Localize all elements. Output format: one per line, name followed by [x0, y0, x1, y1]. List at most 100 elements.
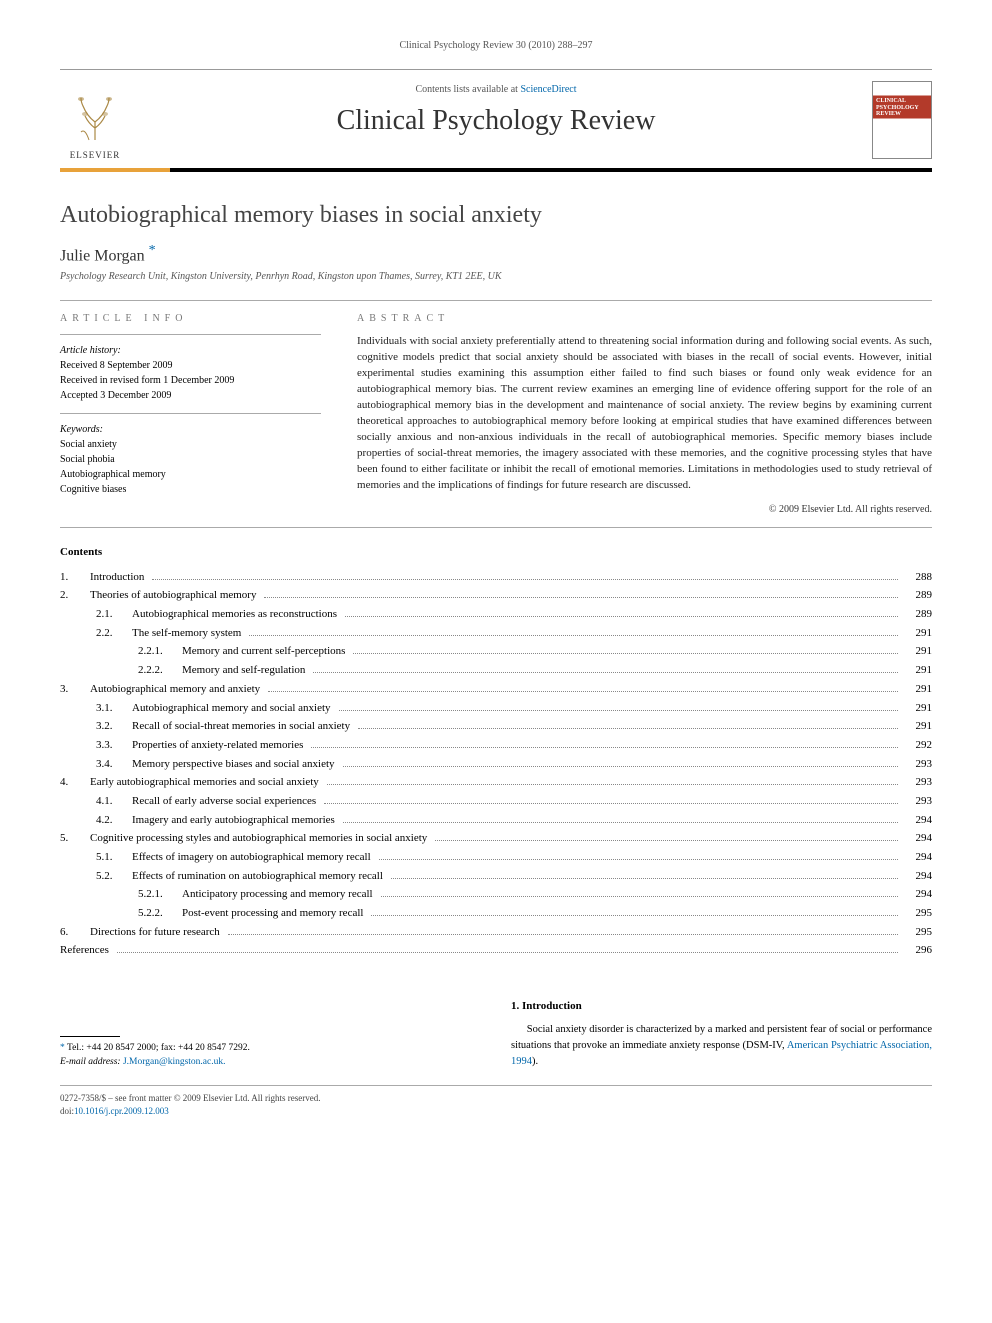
- orange-accent-bar: [60, 168, 170, 172]
- toc-dot-leader: [313, 664, 898, 673]
- toc-page: 289: [902, 605, 932, 624]
- toc-label: Effects of imagery on autobiographical m…: [132, 848, 375, 867]
- toc-page: 291: [902, 699, 932, 718]
- toc-number: 3.4.: [96, 755, 132, 774]
- toc-number: 3.3.: [96, 736, 132, 755]
- toc-row: 4.1.Recall of early adverse social exper…: [60, 792, 932, 811]
- toc-row: 5.Cognitive processing styles and autobi…: [60, 829, 932, 848]
- toc-page: 292: [902, 736, 932, 755]
- elsevier-logo: ELSEVIER: [60, 80, 130, 160]
- toc-number: 2.2.1.: [138, 642, 182, 661]
- correspondence-block: * Tel.: +44 20 8547 2000; fax: +44 20 85…: [60, 1041, 481, 1070]
- toc-dot-leader: [343, 814, 898, 823]
- toc-number: 4.2.: [96, 811, 132, 830]
- article-history-block: Article history: Received 8 September 20…: [60, 334, 321, 403]
- affiliation: Psychology Research Unit, Kingston Unive…: [60, 271, 932, 282]
- toc-number: 5.: [60, 829, 90, 848]
- toc-page: 295: [902, 904, 932, 923]
- keywords-block: Keywords: Social anxiety Social phobia A…: [60, 413, 321, 497]
- toc-label: Properties of anxiety-related memories: [132, 736, 307, 755]
- toc-row: 3.2.Recall of social-threat memories in …: [60, 717, 932, 736]
- toc-label: The self-memory system: [132, 624, 245, 643]
- toc-dot-leader: [228, 926, 898, 935]
- copyright-line: © 2009 Elsevier Ltd. All rights reserved…: [357, 504, 932, 515]
- toc-number: 3.2.: [96, 717, 132, 736]
- toc-label: Imagery and early autobiographical memor…: [132, 811, 339, 830]
- abstract-heading: abstract: [357, 313, 932, 324]
- toc-page: 294: [902, 811, 932, 830]
- toc-page: 294: [902, 885, 932, 904]
- toc-number: 3.: [60, 680, 90, 699]
- corresponding-marker: *: [149, 243, 156, 258]
- info-abstract-row: article info Article history: Received 8…: [60, 301, 932, 527]
- sciencedirect-link[interactable]: ScienceDirect: [520, 84, 576, 95]
- corr-ast-icon: *: [60, 1043, 65, 1053]
- toc-page: 291: [902, 624, 932, 643]
- toc-page: 293: [902, 773, 932, 792]
- toc-number: 5.1.: [96, 848, 132, 867]
- toc-number: 2.: [60, 586, 90, 605]
- toc-row: 2.2.1.Memory and current self-perception…: [60, 642, 932, 661]
- footer-block: 0272-7358/$ – see front matter © 2009 El…: [60, 1085, 932, 1117]
- intro-text-post: ).: [532, 1056, 538, 1067]
- toc-label: Theories of autobiographical memory: [90, 586, 260, 605]
- publisher-name: ELSEVIER: [70, 150, 121, 160]
- cover-title: CLINICAL PSYCHOLOGY REVIEW: [876, 98, 928, 118]
- toc-label: Memory and current self-perceptions: [182, 642, 349, 661]
- keyword: Cognitive biases: [60, 482, 321, 497]
- toc-page: 288: [902, 568, 932, 587]
- abstract-text: Individuals with social anxiety preferen…: [357, 334, 932, 493]
- toc-page: 296: [902, 941, 932, 960]
- toc-label: Cognitive processing styles and autobiog…: [90, 829, 431, 848]
- toc-number: 5.2.: [96, 867, 132, 886]
- contents-heading: Contents: [60, 546, 932, 558]
- corr-email-link[interactable]: J.Morgan@kingston.ac.uk.: [123, 1057, 226, 1067]
- intro-paragraph: Social anxiety disorder is characterized…: [511, 1022, 932, 1069]
- toc-number: 5.2.2.: [138, 904, 182, 923]
- intro-column: 1. Introduction Social anxiety disorder …: [511, 1000, 932, 1069]
- toc-label: Memory and self-regulation: [182, 661, 309, 680]
- toc-label: Directions for future research: [90, 923, 224, 942]
- contents-prefix: Contents lists available at: [415, 84, 520, 95]
- toc-label: Early autobiographical memories and soci…: [90, 773, 323, 792]
- toc-label: Recall of early adverse social experienc…: [132, 792, 320, 811]
- email-label: E-mail address:: [60, 1057, 121, 1067]
- toc-row: 5.2.1.Anticipatory processing and memory…: [60, 885, 932, 904]
- keyword: Autobiographical memory: [60, 467, 321, 482]
- toc-number: 3.1.: [96, 699, 132, 718]
- front-matter-line: 0272-7358/$ – see front matter © 2009 El…: [60, 1092, 932, 1105]
- toc-page: 291: [902, 680, 932, 699]
- toc-dot-leader: [249, 627, 898, 636]
- toc-page: 289: [902, 586, 932, 605]
- corr-tel: Tel.: +44 20 8547 2000; fax: +44 20 8547…: [67, 1043, 250, 1053]
- toc-row: 3.4.Memory perspective biases and social…: [60, 755, 932, 774]
- toc-page: 291: [902, 717, 932, 736]
- toc-row: 4.2.Imagery and early autobiographical m…: [60, 811, 932, 830]
- toc-label: Introduction: [90, 568, 148, 587]
- running-head: Clinical Psychology Review 30 (2010) 288…: [60, 40, 932, 51]
- toc-dot-leader: [152, 571, 898, 580]
- table-of-contents: 1.Introduction 288 2.Theories of autobiogr…: [60, 568, 932, 960]
- toc-dot-leader: [379, 851, 898, 860]
- toc-row: 5.2.Effects of rumination on autobiograp…: [60, 867, 932, 886]
- toc-page: 291: [902, 661, 932, 680]
- toc-dot-leader: [117, 945, 898, 954]
- keyword: Social anxiety: [60, 437, 321, 452]
- publisher-logo-area: ELSEVIER: [60, 80, 150, 168]
- toc-row: 3.3.Properties of anxiety-related memori…: [60, 736, 932, 755]
- toc-label: Memory perspective biases and social anx…: [132, 755, 339, 774]
- toc-number: 4.: [60, 773, 90, 792]
- doi-link[interactable]: 10.1016/j.cpr.2009.12.003: [74, 1106, 169, 1116]
- toc-page: 294: [902, 867, 932, 886]
- toc-dot-leader: [381, 889, 898, 898]
- toc-dot-leader: [353, 646, 898, 655]
- toc-dot-leader: [327, 776, 898, 785]
- keywords-label: Keywords:: [60, 422, 321, 437]
- toc-number: 1.: [60, 568, 90, 587]
- toc-label: Effects of rumination on autobiographica…: [132, 867, 387, 886]
- toc-dot-leader: [268, 683, 898, 692]
- toc-row: 1.Introduction 288: [60, 568, 932, 587]
- journal-header: ELSEVIER Contents lists available at Sci…: [60, 69, 932, 172]
- abstract-column: abstract Individuals with social anxiety…: [339, 301, 932, 526]
- received-date: Received 8 September 2009: [60, 358, 321, 373]
